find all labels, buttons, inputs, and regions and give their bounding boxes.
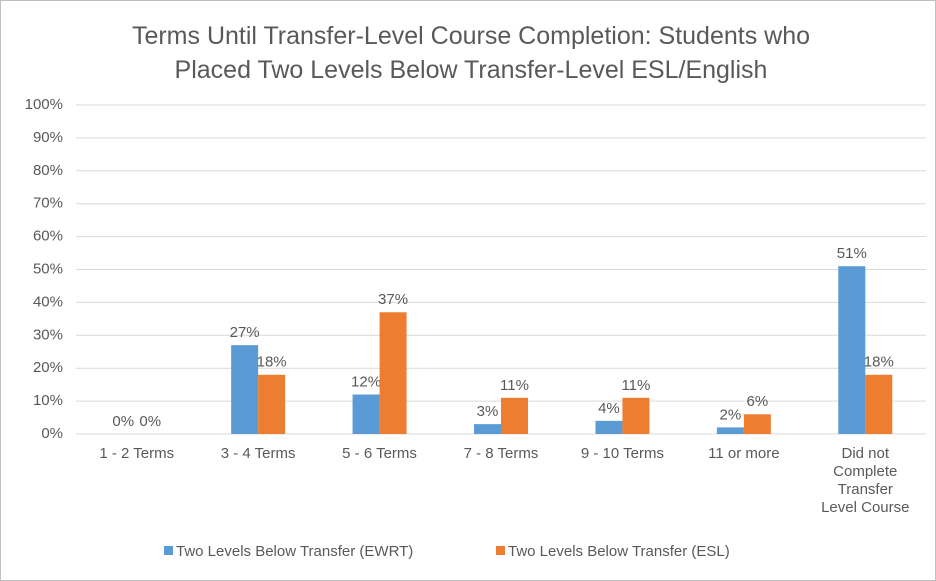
bar <box>595 420 623 434</box>
legend-label: Two Levels Below Transfer (EWRT) <box>176 543 413 560</box>
y-tick-label: 40% <box>33 293 63 310</box>
y-tick-label: 60% <box>33 228 63 245</box>
data-label: 3% <box>477 403 499 420</box>
legend-label: Two Levels Below Transfer (ESL) <box>508 543 730 560</box>
chart-title: Terms Until Transfer-Level Course Comple… <box>131 22 811 84</box>
data-label: 37% <box>378 291 408 308</box>
data-label: 51% <box>837 245 867 262</box>
bar <box>716 427 744 434</box>
y-tick-label: 70% <box>33 195 63 212</box>
bar <box>501 397 528 434</box>
y-tick-label: 20% <box>33 359 63 376</box>
bar <box>743 414 771 434</box>
x-tick-label: 1 - 2 Terms <box>99 445 175 462</box>
data-label: 12% <box>351 373 381 390</box>
bar <box>231 345 259 434</box>
bar <box>622 397 650 434</box>
y-tick-label: 10% <box>33 392 63 409</box>
x-tick-label: 9 - 10 Terms <box>580 445 664 462</box>
data-label: 0% <box>112 413 134 430</box>
data-label: 18% <box>257 354 287 371</box>
data-label: 6% <box>747 393 769 410</box>
x-tick-label: 11 or more <box>708 445 780 462</box>
y-tick-label: 90% <box>33 129 63 146</box>
bar <box>352 394 380 434</box>
y-tick-label: 100% <box>25 96 63 113</box>
data-label: 11% <box>621 377 650 394</box>
bar <box>474 424 501 434</box>
data-label: 18% <box>864 354 894 371</box>
bar <box>379 312 407 434</box>
y-tick-label: 0% <box>41 425 63 442</box>
bar <box>838 266 866 434</box>
data-label: 2% <box>720 406 742 423</box>
data-label: 27% <box>230 324 260 341</box>
bar <box>865 374 893 434</box>
x-tick-label: Did not Complete Transfer Level Course <box>821 445 910 516</box>
y-tick-label: 50% <box>33 260 63 277</box>
x-tick-label: 3 - 4 Terms <box>220 445 296 462</box>
x-tick-label: 5 - 6 Terms <box>342 445 417 462</box>
legend-swatch <box>496 546 505 555</box>
x-tick-label: 7 - 8 Terms <box>463 445 539 462</box>
data-label: 4% <box>598 400 620 417</box>
legend-swatch <box>164 546 173 555</box>
bar <box>258 374 286 434</box>
y-tick-label: 30% <box>33 326 63 343</box>
y-tick-label: 80% <box>33 162 63 179</box>
data-label: 0% <box>139 413 161 430</box>
data-label: 11% <box>500 377 529 394</box>
